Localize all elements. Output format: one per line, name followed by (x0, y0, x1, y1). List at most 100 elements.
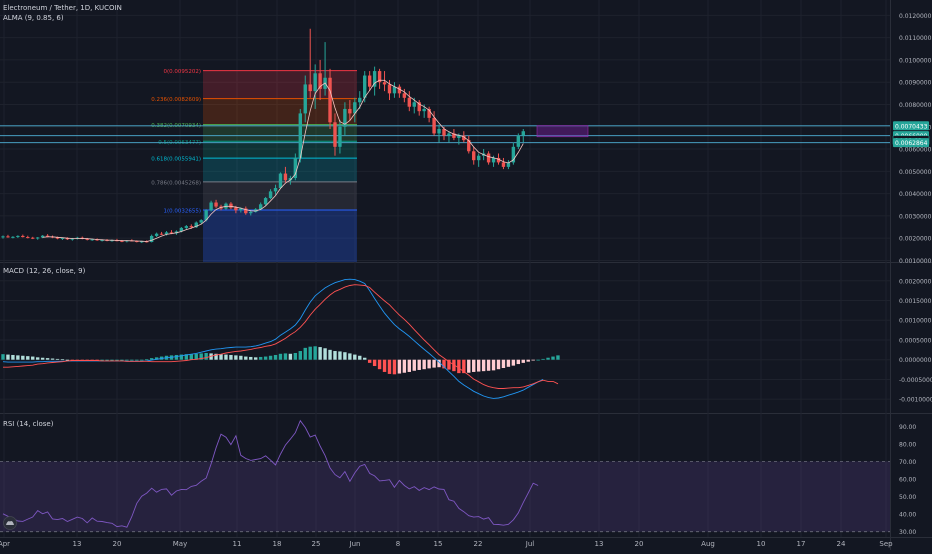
fib-level-label: 1(0.0032655) (163, 208, 201, 214)
candle-body (318, 73, 322, 89)
rsi-axis-tick: 90.00 (899, 424, 916, 431)
candle-body (496, 157, 501, 163)
candle-body (293, 157, 298, 179)
time-axis-label: 11 (233, 540, 242, 548)
macd-histogram-bar (551, 356, 555, 360)
candle-body (209, 202, 213, 211)
candle-body (6, 236, 10, 238)
macd-histogram-bar (377, 359, 382, 370)
macd-histogram-bar (140, 359, 144, 361)
macd-histogram-bar (432, 359, 436, 368)
macd-histogram-bar (144, 359, 149, 361)
candle-body (249, 211, 253, 214)
macd-histogram-bar (224, 354, 228, 360)
time-axis-label: 8 (396, 540, 400, 548)
price-axis-tick: 0.0030000 (899, 213, 932, 220)
macd-histogram-bar (328, 349, 332, 360)
macd-histogram-bar (313, 346, 317, 360)
candle-body (283, 173, 288, 181)
macd-histogram-bar (427, 359, 431, 369)
macd-histogram-bar (154, 357, 159, 360)
macd-histogram-bar (541, 358, 545, 360)
macd-histogram-bar (382, 359, 387, 372)
macd-histogram-bar (367, 359, 372, 363)
macd-histogram-bar (526, 359, 530, 362)
fib-level-label: 0(0.0095202) (163, 69, 201, 75)
candle-body (521, 131, 525, 136)
macd-histogram-bar (194, 353, 198, 360)
macd-histogram-bar (50, 358, 55, 360)
candle-body (199, 220, 203, 223)
candle-body (140, 241, 144, 243)
macd-histogram-bar (26, 356, 30, 360)
macd-axis-tick: 0.0015000 (899, 298, 932, 305)
candle-body (363, 75, 367, 98)
macd-histogram-bar (110, 359, 114, 361)
candle-body (60, 237, 65, 239)
candle-body (65, 237, 70, 240)
candle-body (402, 93, 407, 98)
candle-body (353, 102, 357, 114)
macd-histogram-bar (288, 353, 293, 360)
macd-histogram-bar (234, 355, 238, 360)
macd-histogram-bar (397, 359, 402, 374)
macd-histogram-bar (258, 356, 263, 360)
macd-histogram-bar (135, 359, 139, 361)
macd-histogram-bar (521, 359, 525, 363)
candle-body (308, 84, 312, 92)
macd-histogram-bar (481, 359, 486, 372)
price-badge-text: 0.0062864 (895, 140, 928, 147)
candle-body (169, 232, 174, 234)
candle-body (135, 241, 139, 243)
price-axis-tick: 0.0090000 (899, 80, 932, 87)
candle-body (462, 135, 466, 141)
macd-histogram-bar (372, 359, 377, 367)
macd-histogram-bar (40, 357, 45, 360)
candle-body (516, 135, 521, 147)
macd-histogram-bar (353, 354, 357, 360)
candle-body (343, 108, 347, 127)
macd-histogram-bar (6, 354, 10, 360)
macd-histogram-bar (333, 351, 337, 360)
fib-level-label: 0.786(0.0045268) (151, 180, 201, 186)
fib-level-label: 0.236(0.0082609) (151, 97, 201, 103)
macd-histogram-bar (546, 357, 550, 360)
macd-histogram-bar (179, 354, 184, 360)
time-axis-label: 24 (837, 540, 846, 548)
macd-signal-line (3, 284, 559, 389)
macd-histogram-bar (506, 359, 511, 367)
candle-body (40, 235, 45, 238)
macd-histogram-bar (268, 355, 273, 360)
candle-body (467, 140, 471, 152)
macd-histogram-bar (447, 359, 451, 370)
time-axis-label: 15 (434, 540, 443, 548)
candle-body (472, 151, 476, 161)
macd-histogram-bar (407, 359, 412, 372)
macd-legend: MACD (12, 26, close, 9) (3, 267, 89, 275)
price-badge (893, 121, 929, 131)
candle-body (298, 113, 302, 158)
rsi-axis-tick: 60.00 (899, 477, 916, 484)
candle-body (457, 135, 461, 138)
macd-histogram-bar (16, 355, 20, 360)
candle-body (273, 188, 278, 192)
candle-body (397, 86, 402, 94)
fib-zone-extension (203, 209, 357, 262)
alma-legend: ALMA (9, 0.85, 6) (3, 14, 68, 22)
macd-histogram-bar (60, 359, 65, 361)
macd-histogram-bar (338, 351, 342, 360)
price-axis-tick: 0.0010000 (899, 258, 932, 265)
price-axis-tick: 0.0100000 (899, 57, 932, 64)
candle-body (254, 209, 258, 212)
price-axis-tick: 0.0080000 (899, 102, 932, 109)
rsi-line (2, 419, 539, 528)
candle-body (377, 71, 382, 83)
macd-axis-tick: 0.0010000 (899, 318, 932, 325)
macd-histogram-bar (11, 354, 15, 360)
fib-zone (203, 124, 357, 142)
time-axis-label: 10 (757, 540, 766, 548)
macd-histogram-bar (254, 357, 258, 360)
macd-histogram-bar (303, 347, 307, 360)
